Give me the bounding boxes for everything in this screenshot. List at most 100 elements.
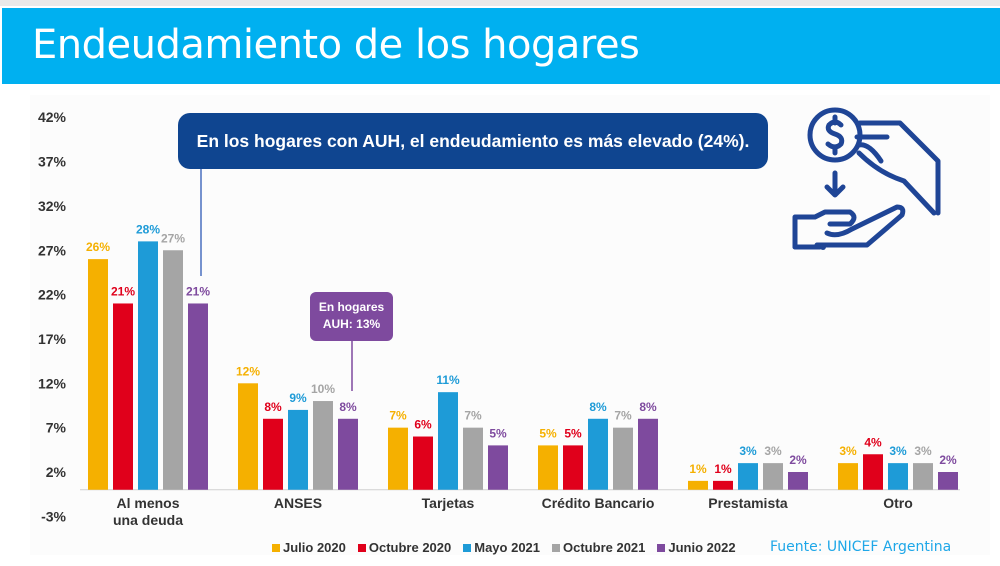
- bar-octubre-2020: [563, 445, 583, 490]
- data-label: 12%: [236, 364, 260, 378]
- bar-julio-2020: [538, 445, 558, 490]
- legend-label: Octubre 2020: [368, 540, 452, 555]
- legend-label: Mayo 2021: [474, 540, 541, 555]
- legend-swatch: [272, 543, 280, 552]
- data-label: 8%: [639, 400, 657, 414]
- data-label: 10%: [311, 382, 335, 396]
- data-label: 5%: [539, 426, 557, 440]
- y-tick-label: 42%: [38, 109, 67, 125]
- data-label: 28%: [136, 222, 160, 236]
- bar-junio-2022: [338, 418, 358, 490]
- x-tick-label: Tarjetas: [422, 495, 475, 511]
- data-label: 11%: [436, 373, 460, 387]
- data-label: 2%: [789, 453, 807, 467]
- data-label: 1%: [689, 462, 707, 476]
- legend-swatch: [552, 543, 561, 552]
- bar-octubre-2021: [163, 250, 183, 490]
- x-tick-label: ANSES: [274, 495, 322, 511]
- legend-item: Octubre 2021: [552, 540, 645, 555]
- legend-item: Julio 2020: [272, 540, 346, 555]
- bar-junio-2022: [188, 303, 208, 490]
- data-label: 3%: [839, 444, 857, 458]
- bar-mayo-2021: [738, 463, 758, 490]
- bar-mayo-2021: [588, 418, 608, 490]
- y-tick-label: 22%: [38, 287, 67, 303]
- bar-mayo-2021: [438, 392, 458, 490]
- bar-mayo-2021: [288, 409, 308, 490]
- bar-octubre-2020: [713, 480, 733, 490]
- y-tick-label: 32%: [38, 198, 67, 214]
- data-label: 5%: [564, 426, 582, 440]
- x-tick-label: Crédito Bancario: [542, 495, 655, 511]
- bar-octubre-2021: [463, 427, 483, 490]
- legend-swatch: [463, 543, 472, 552]
- y-tick-label: 7%: [46, 420, 67, 436]
- data-label: 26%: [86, 240, 110, 254]
- data-label: 3%: [764, 444, 782, 458]
- bar-julio-2020: [88, 259, 108, 490]
- callout-auh-line2: AUH: 13%: [322, 317, 381, 331]
- legend: Julio 2020 Octubre 2020 Mayo 2021 Octubr…: [272, 540, 736, 555]
- data-label: 8%: [264, 400, 282, 414]
- bar-mayo-2021: [138, 241, 158, 490]
- header-band: Endeudamiento de los hogares: [2, 8, 1000, 84]
- y-tick-label: 12%: [38, 375, 67, 391]
- bar-julio-2020: [838, 463, 858, 490]
- bar-julio-2020: [688, 480, 708, 490]
- page-title: Endeudamiento de los hogares: [32, 22, 640, 68]
- data-label: 3%: [739, 444, 757, 458]
- bar-octubre-2020: [263, 418, 283, 490]
- bar-julio-2020: [388, 427, 408, 490]
- source-note: Fuente: UNICEF Argentina: [770, 539, 952, 555]
- bar-junio-2022: [788, 472, 808, 490]
- legend-label: Octubre 2021: [563, 540, 646, 555]
- data-label: 7%: [389, 409, 407, 423]
- bar-junio-2022: [488, 445, 508, 490]
- legend-swatch: [657, 543, 666, 552]
- x-tick-label: Al menos: [116, 495, 179, 511]
- legend-label: Junio 2022: [668, 540, 736, 555]
- data-label: 3%: [889, 444, 907, 458]
- x-tick-label: Otro: [883, 495, 913, 511]
- callout-auh-anses: En hogares AUH: 13%: [310, 292, 393, 341]
- data-label: 8%: [339, 400, 357, 414]
- x-tick-label: una deuda: [113, 512, 183, 528]
- hand-giving-coin-icon: [792, 107, 941, 250]
- bar-octubre-2020: [863, 454, 883, 490]
- x-tick-label: Prestamista: [708, 495, 788, 511]
- y-tick-label: 2%: [46, 464, 67, 480]
- data-label: 5%: [489, 426, 507, 440]
- data-label: 21%: [111, 284, 135, 298]
- legend-item: Junio 2022: [657, 540, 736, 555]
- bar-octubre-2021: [313, 401, 333, 490]
- y-tick-label: 27%: [38, 242, 67, 258]
- callout-auh-overall: En los hogares con AUH, el endeudamiento…: [178, 113, 768, 169]
- y-tick-label: -3%: [41, 508, 66, 524]
- legend-swatch: [357, 543, 366, 552]
- data-label: 9%: [289, 391, 307, 405]
- data-label: 4%: [864, 435, 882, 449]
- callout-auh-line1: En hogares: [318, 300, 385, 314]
- legend-label: Julio 2020: [283, 540, 346, 555]
- data-label: 3%: [914, 444, 932, 458]
- data-label: 21%: [186, 284, 210, 298]
- y-tick-label: 17%: [38, 331, 67, 347]
- data-label: 7%: [614, 409, 632, 423]
- y-tick-label: 37%: [38, 154, 67, 170]
- bar-junio-2022: [938, 472, 958, 490]
- bar-octubre-2020: [413, 436, 433, 490]
- bar-mayo-2021: [888, 463, 908, 490]
- data-label: 1%: [714, 462, 732, 476]
- bar-julio-2020: [238, 383, 258, 490]
- data-label: 6%: [414, 418, 432, 432]
- bar-octubre-2020: [113, 303, 133, 490]
- bar-octubre-2021: [613, 427, 633, 490]
- bar-junio-2022: [638, 418, 658, 490]
- data-label: 8%: [589, 400, 607, 414]
- data-label: 7%: [464, 409, 482, 423]
- legend-item: Mayo 2021: [463, 540, 540, 555]
- bar-octubre-2021: [763, 463, 783, 490]
- bar-octubre-2021: [913, 463, 933, 490]
- legend-item: Octubre 2020: [357, 540, 452, 555]
